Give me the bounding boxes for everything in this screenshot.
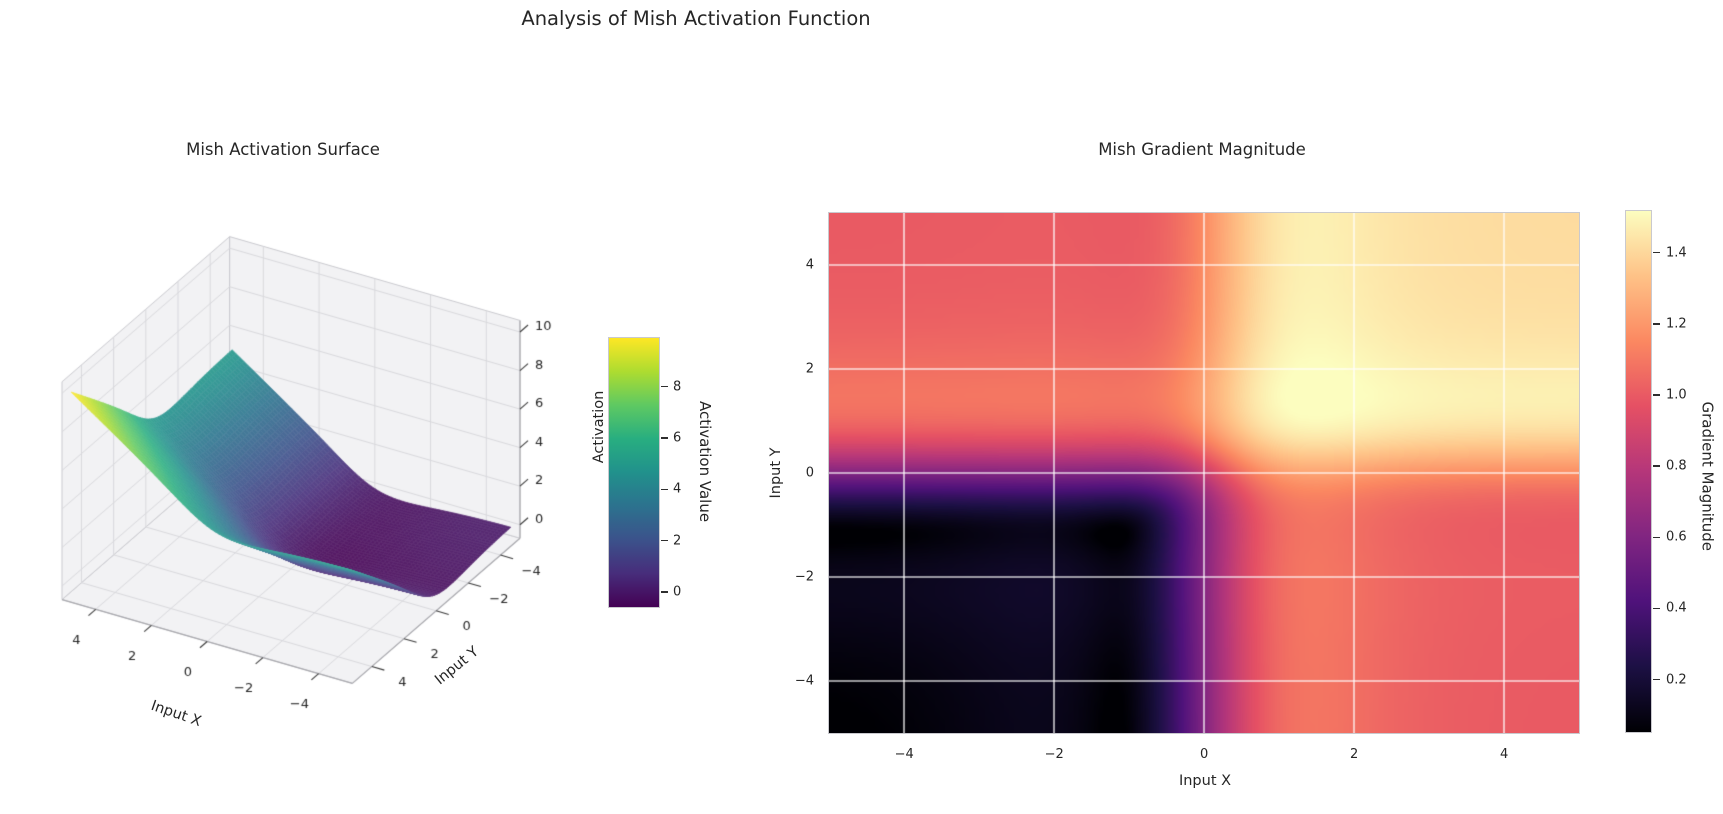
tick-label: 2 [805,361,814,377]
colorbar-tick-mark [1653,323,1660,325]
gradient-heatmap [829,213,1579,733]
tick-label: 4 [805,257,814,273]
tick-label: 0.2 [1666,672,1687,688]
tick-label: −2 [1044,747,1064,762]
heatmap-yaxis-label: Input Y [768,447,784,499]
colorbar-tick-mark [661,488,668,491]
colorbar-tick-mark [1653,465,1660,467]
tick-label: 8 [673,379,682,395]
tick-label: 0.8 [1666,458,1687,474]
surface-3d-plot [0,172,580,762]
surface-zaxis-label: Activation [591,390,607,464]
tick-label: 1.2 [1666,316,1687,332]
colorbar-tick-mark [661,591,668,593]
tick-label: −4 [894,747,914,762]
tick-label: 0 [1200,747,1209,762]
colorbar-tick-mark [1653,251,1660,254]
tick-label: 2 [1350,747,1359,762]
colorbar-tick-mark [661,385,668,388]
colorbar-tick-mark [1653,394,1660,396]
figure-title: Analysis of Mish Activation Function [521,7,871,30]
heatmap-frame [828,212,1580,734]
activation-colorbar-label: Activation Value [696,401,714,523]
tick-label: 4 [673,481,682,497]
colorbar-tick-mark [1653,536,1660,539]
colorbar-tick-mark [1653,678,1660,681]
activation-colorbar [608,337,660,608]
surface-plot-title: Mish Activation Surface [186,140,380,159]
tick-label: 1.0 [1666,387,1687,403]
heatmap-title: Mish Gradient Magnitude [1098,140,1306,159]
tick-label: 2 [673,533,682,549]
tick-label: 4 [1500,747,1509,762]
heatmap-xaxis-label: Input X [1178,773,1232,789]
gradient-colorbar-label: Gradient Magnitude [1698,401,1717,552]
tick-label: 6 [673,430,682,446]
tick-label: 0 [673,584,682,600]
tick-label: 0 [805,465,814,481]
colorbar-tick-mark [1653,607,1660,610]
tick-label: −2 [794,569,814,585]
tick-label: −4 [794,673,814,689]
tick-label: 1.4 [1666,245,1687,261]
gradient-colorbar [1625,210,1652,733]
colorbar-tick-mark [661,437,668,439]
colorbar-tick-mark [661,539,668,542]
tick-label: 0.4 [1666,600,1687,616]
tick-label: 0.6 [1666,529,1687,545]
